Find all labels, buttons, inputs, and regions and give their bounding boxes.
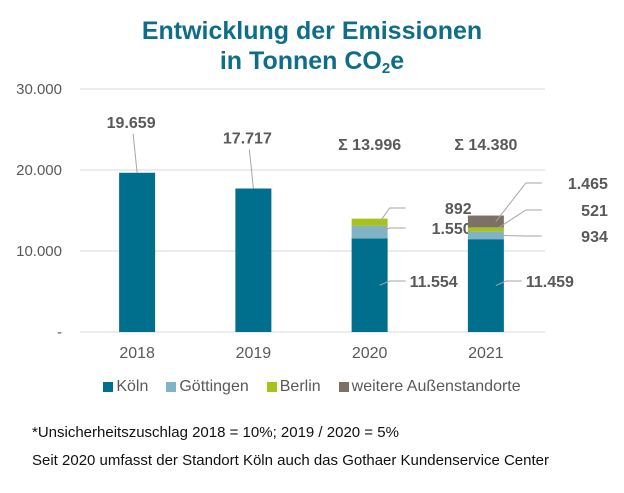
- total-label: Σ 13.996: [338, 137, 401, 154]
- leader-line: [495, 234, 542, 237]
- title-subscript: 2: [381, 60, 391, 77]
- legend-swatch: [338, 382, 349, 392]
- bar-k-ln-2021: [467, 239, 504, 332]
- leader-line: [495, 209, 542, 230]
- bar-berlin-2021: [467, 227, 504, 232]
- bar-k-ln-2019: [235, 188, 272, 332]
- x-tick-label: 2019: [236, 345, 272, 362]
- legend-label: Köln: [116, 378, 149, 395]
- legend-item: Berlin: [266, 378, 321, 396]
- leader-line: [379, 207, 406, 223]
- bar-k-ln-2018: [119, 172, 156, 332]
- footnote-1: *Unsicherheitszuschlag 2018 = 10%; 2019 …: [32, 424, 399, 441]
- data-label: 892: [445, 201, 472, 218]
- data-label: 11.554: [410, 274, 458, 291]
- y-tick-label: 10.000: [16, 243, 62, 260]
- legend-label: Göttingen: [179, 378, 249, 395]
- legend-label: weitere Außenstandorte: [351, 378, 521, 395]
- bar-berlin-2020: [351, 218, 388, 226]
- legend-item: Göttingen: [166, 378, 249, 396]
- data-label: 521: [581, 203, 608, 220]
- leader-line: [495, 280, 522, 287]
- leader-line: [248, 149, 254, 189]
- leader-line: [132, 133, 138, 173]
- data-label: 934: [581, 229, 608, 246]
- legend-label: Berlin: [279, 378, 321, 395]
- leader-line: [495, 182, 542, 222]
- data-label: 1.550: [432, 221, 472, 238]
- legend-swatch: [103, 382, 114, 392]
- leader-line: [379, 280, 406, 286]
- title-line-2-text: in Tonnen CO: [219, 47, 382, 75]
- title-line-1: Entwicklung der Emissionen: [141, 17, 483, 45]
- legend: Köln Göttingen Berlin weitere Außenstandort…: [0, 378, 624, 396]
- legend-swatch: [266, 382, 277, 392]
- y-tick-label: -: [57, 324, 62, 341]
- bar-weitere-au-enstandorte-2021: [467, 215, 504, 228]
- data-label: 1.465: [568, 176, 608, 193]
- footnote-2: Seit 2020 umfasst der Standort Köln auch…: [32, 452, 549, 469]
- legend-item: Köln: [103, 378, 148, 396]
- x-tick-label: 2018: [119, 345, 155, 362]
- bar-k-ln-2020: [351, 238, 388, 332]
- y-tick-label: 20.000: [16, 162, 62, 179]
- x-tick-label: 2021: [468, 345, 504, 362]
- x-tick-label: 2020: [352, 345, 388, 362]
- data-label: 11.459: [526, 274, 574, 291]
- chart-title: Entwicklung der Emissionen in Tonnen CO2…: [0, 16, 624, 76]
- bar-g-ttingen-2020: [351, 225, 388, 239]
- y-tick-label: 30.000: [16, 81, 62, 98]
- bar-g-ttingen-2021: [467, 231, 504, 240]
- title-line-2-suffix: e: [390, 47, 405, 75]
- title-line-2: in Tonnen CO2e: [0, 46, 624, 76]
- legend-item: weitere Außenstandorte: [338, 378, 521, 396]
- data-label: 19.659: [107, 115, 156, 132]
- data-label: 17.717: [223, 130, 272, 147]
- leader-line: [379, 227, 406, 233]
- chart-svg: - 10.000 20.000 30.000 2018 19.659 2019 17.717 2…: [16, 81, 608, 362]
- legend-swatch: [166, 382, 177, 392]
- total-label: Σ 14.380: [454, 137, 517, 154]
